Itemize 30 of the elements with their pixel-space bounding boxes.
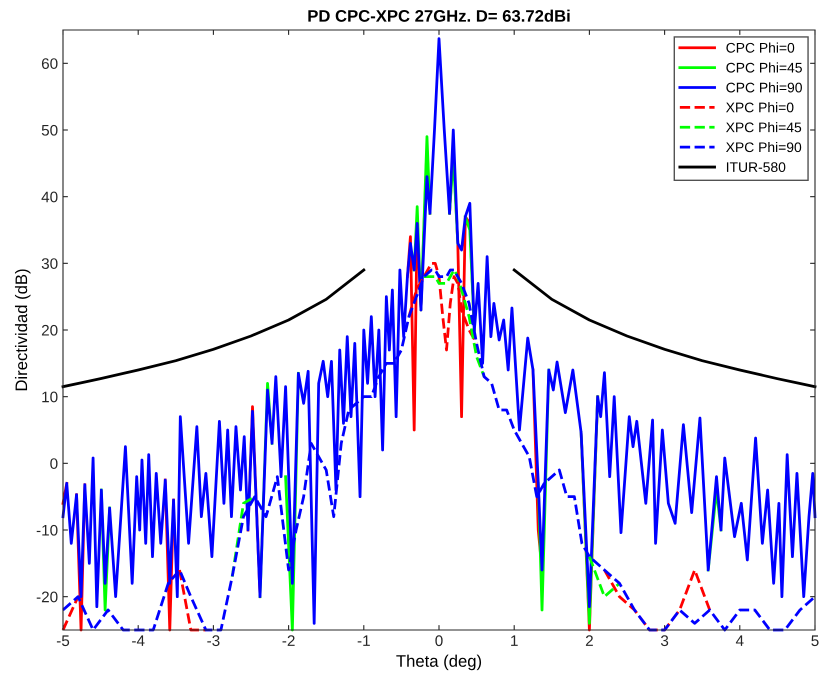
y-tick-label: 60 <box>42 58 58 70</box>
legend-label: CPC Phi=45 <box>726 62 802 73</box>
x-tick-label: 5 <box>811 635 819 646</box>
legend-label: CPC Phi=90 <box>726 82 802 92</box>
x-tick-label: -2 <box>282 635 295 646</box>
chart-title: PD CPC-XPC 27GHz. D= 63.72dBi <box>308 10 570 22</box>
y-tick-label: 20 <box>42 324 58 336</box>
x-tick-label: 2 <box>586 635 593 646</box>
x-tick-label: -3 <box>207 635 220 646</box>
legend-label: XPC Phi=45 <box>726 122 802 132</box>
y-tick-label: -10 <box>36 524 58 536</box>
x-tick-label: -1 <box>358 635 370 646</box>
x-tick-label: -5 <box>56 635 70 646</box>
legend-label: CPC Phi=0 <box>726 42 794 53</box>
y-tick-label: -20 <box>36 592 58 602</box>
x-tick-label: 3 <box>660 635 668 646</box>
x-tick-label: 4 <box>736 635 744 646</box>
legend-label: ITUR-580 <box>726 162 786 172</box>
x-axis-title: Theta (deg) <box>396 654 482 670</box>
y-tick-label: 30 <box>42 258 58 270</box>
y-tick-label: 0 <box>50 458 58 470</box>
x-tick-label: -4 <box>132 635 145 646</box>
y-axis-title: Directividad (dB) <box>14 269 30 390</box>
legend-label: XPC Phi=90 <box>726 142 802 152</box>
legend-label: XPC Phi=0 <box>726 102 794 112</box>
y-tick-label: 40 <box>42 192 58 202</box>
y-tick-label: 50 <box>42 124 58 136</box>
y-tick-label: 10 <box>42 392 58 402</box>
x-tick-label: 1 <box>511 635 518 646</box>
x-tick-label: 0 <box>435 635 443 646</box>
